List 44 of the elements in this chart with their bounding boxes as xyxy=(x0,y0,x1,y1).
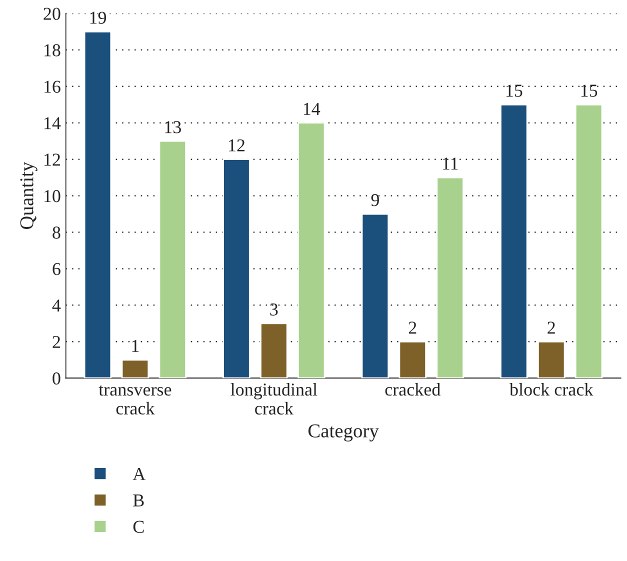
bar xyxy=(222,158,250,378)
x-axis-title: Category xyxy=(308,424,379,442)
legend-label: A xyxy=(132,468,146,480)
y-tick-label: 6 xyxy=(52,263,60,276)
y-tick-label: 16 xyxy=(44,80,60,93)
bar xyxy=(361,213,390,378)
y-tick-label: 18 xyxy=(44,44,60,56)
x-tick-label: cracked xyxy=(385,382,440,396)
bar xyxy=(500,104,528,378)
bar xyxy=(298,122,326,378)
data-label: 9 xyxy=(371,194,379,206)
y-tick-label: 14 xyxy=(44,117,61,130)
y-axis-title: Quantity xyxy=(20,162,38,230)
data-label: 12 xyxy=(229,139,244,152)
bar xyxy=(436,176,464,378)
y-tick-label: 0 xyxy=(52,372,60,385)
data-label: 15 xyxy=(581,84,598,97)
bar xyxy=(84,31,112,378)
data-label: 2 xyxy=(408,322,416,334)
data-label: 13 xyxy=(165,121,181,134)
y-tick-label: 10 xyxy=(44,190,60,202)
y-tick-label: 8 xyxy=(52,226,60,239)
bar xyxy=(537,340,566,378)
data-label: 1 xyxy=(132,340,139,352)
bar xyxy=(121,359,150,378)
y-tick-label: 12 xyxy=(44,154,60,166)
x-tick-label: longitudinal crack xyxy=(230,382,318,415)
data-label: 3 xyxy=(270,303,278,316)
x-tick-label: block crack xyxy=(510,382,594,396)
bar xyxy=(398,340,427,378)
legend-label: C xyxy=(133,520,144,533)
bar xyxy=(574,104,603,378)
y-tick-label: 4 xyxy=(52,300,61,312)
bar xyxy=(260,322,288,378)
y-tick-label: 20 xyxy=(44,8,60,20)
x-tick-label: transverse crack xyxy=(98,385,172,415)
data-label: 15 xyxy=(506,84,522,97)
y-tick-label: 2 xyxy=(52,336,60,348)
data-label: 11 xyxy=(443,158,458,170)
bar xyxy=(158,140,187,378)
data-label: 19 xyxy=(90,12,106,24)
data-label: 2 xyxy=(548,322,555,334)
data-label: 14 xyxy=(304,102,320,115)
legend-label: B xyxy=(133,494,144,506)
